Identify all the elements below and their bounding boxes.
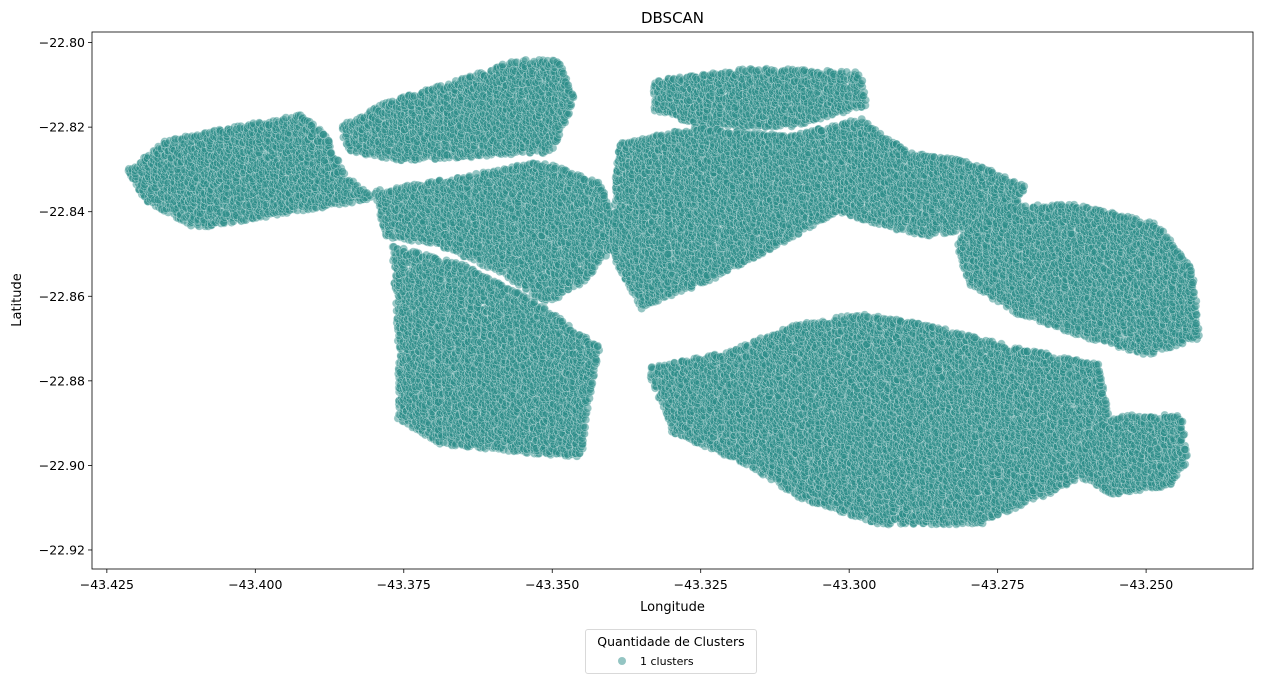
scatter-point (324, 137, 332, 145)
scatter-point (559, 69, 567, 77)
scatter-point (334, 157, 342, 165)
scatter-point (363, 189, 371, 197)
scatter-point (327, 149, 335, 157)
scatter-point (338, 168, 346, 176)
scatter-point (556, 61, 564, 69)
scatter-point (564, 81, 572, 89)
scatter-point (568, 90, 576, 98)
